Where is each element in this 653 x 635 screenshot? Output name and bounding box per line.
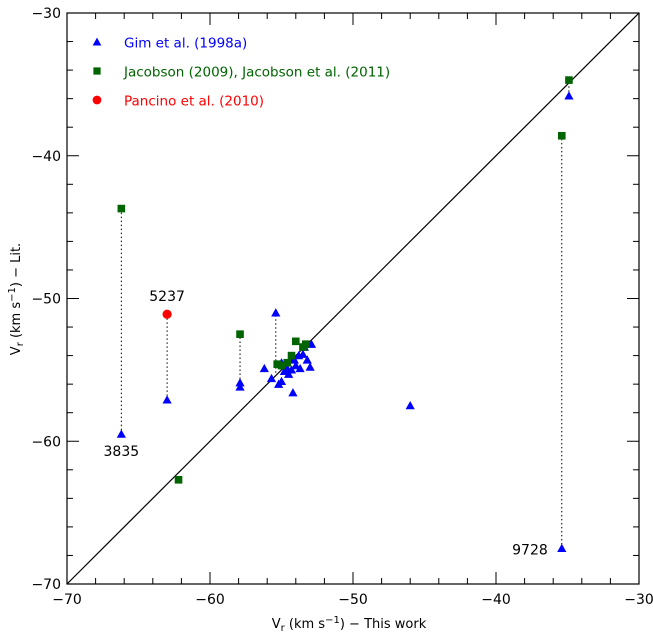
point-s0-1 [162,395,172,404]
x-tick-label: −60 [195,592,225,608]
reference-line-layer [66,12,640,585]
x-axis-title: Vr (km s−1) − This work [272,615,427,634]
point-s0-18 [295,363,305,373]
reference-line [66,12,640,585]
point-s0-25 [557,543,567,552]
x-tick-label: −70 [52,592,82,608]
point-s0-21 [302,355,312,364]
legend-label-2: Pancino et al. (2010) [124,94,264,110]
point-s0-5 [266,373,277,383]
point-s1-4 [277,361,286,370]
point-s0-24 [405,400,415,410]
point-s0-22 [305,362,315,371]
point-s1-0 [117,204,126,213]
point-s0-19 [298,349,308,358]
annotation-layer: 3835 5237 9728 [104,289,548,558]
x-tick-label: −50 [338,592,368,608]
marker-layer [116,76,574,552]
point-label-3835: 3835 [104,444,140,460]
y-tick-label: −70 [31,577,61,593]
point-s0-14 [288,388,298,397]
axis-ticks: −70 −60 −50 −40 −30 −70 −60 −50 −40 −30 [31,6,653,608]
point-s1-3 [273,360,282,368]
legend-marker-2 [92,95,102,105]
point-s0-0 [116,429,126,438]
point-s1-5 [283,358,292,367]
point-s1-7 [292,337,300,346]
point-s0-3 [235,382,245,391]
y-tick-label: −50 [31,292,61,308]
point-s0-26 [564,91,574,100]
legend: Gim et al. (1998a) Jacobson (2009), Jacob… [92,36,390,110]
x-tick-label: −30 [624,592,653,608]
y-tick-label: −40 [31,149,61,165]
point-s1-11 [565,76,573,84]
point-s0-6 [271,308,281,317]
point-s2-0 [162,309,172,319]
y-axis-title: Vr (km s−1) − Lit. [7,243,26,355]
y-tick-label: −60 [31,434,61,450]
point-s0-16 [291,360,301,370]
point-s1-10 [557,131,566,140]
point-s0-2 [235,378,245,387]
point-s1-2 [236,330,244,338]
point-s0-8 [276,376,287,385]
point-label-5237: 5237 [149,289,185,305]
point-s0-4 [259,363,269,373]
legend-label-0: Gim et al. (1998a) [124,36,247,52]
point-label-9728: 9728 [512,542,548,558]
point-s0-15 [289,355,299,364]
legend-marker-0 [92,37,102,46]
point-s1-1 [174,475,183,484]
legend-marker-1 [93,67,101,75]
point-s0-13 [286,365,297,374]
point-s1-6 [287,351,296,360]
point-s0-12 [284,369,294,378]
x-tick-label: −40 [481,592,511,608]
point-s1-9 [302,340,310,348]
legend-label-1: Jacobson (2009), Jacobson et al. (2011) [123,65,390,81]
y-tick-label: −30 [31,6,61,22]
